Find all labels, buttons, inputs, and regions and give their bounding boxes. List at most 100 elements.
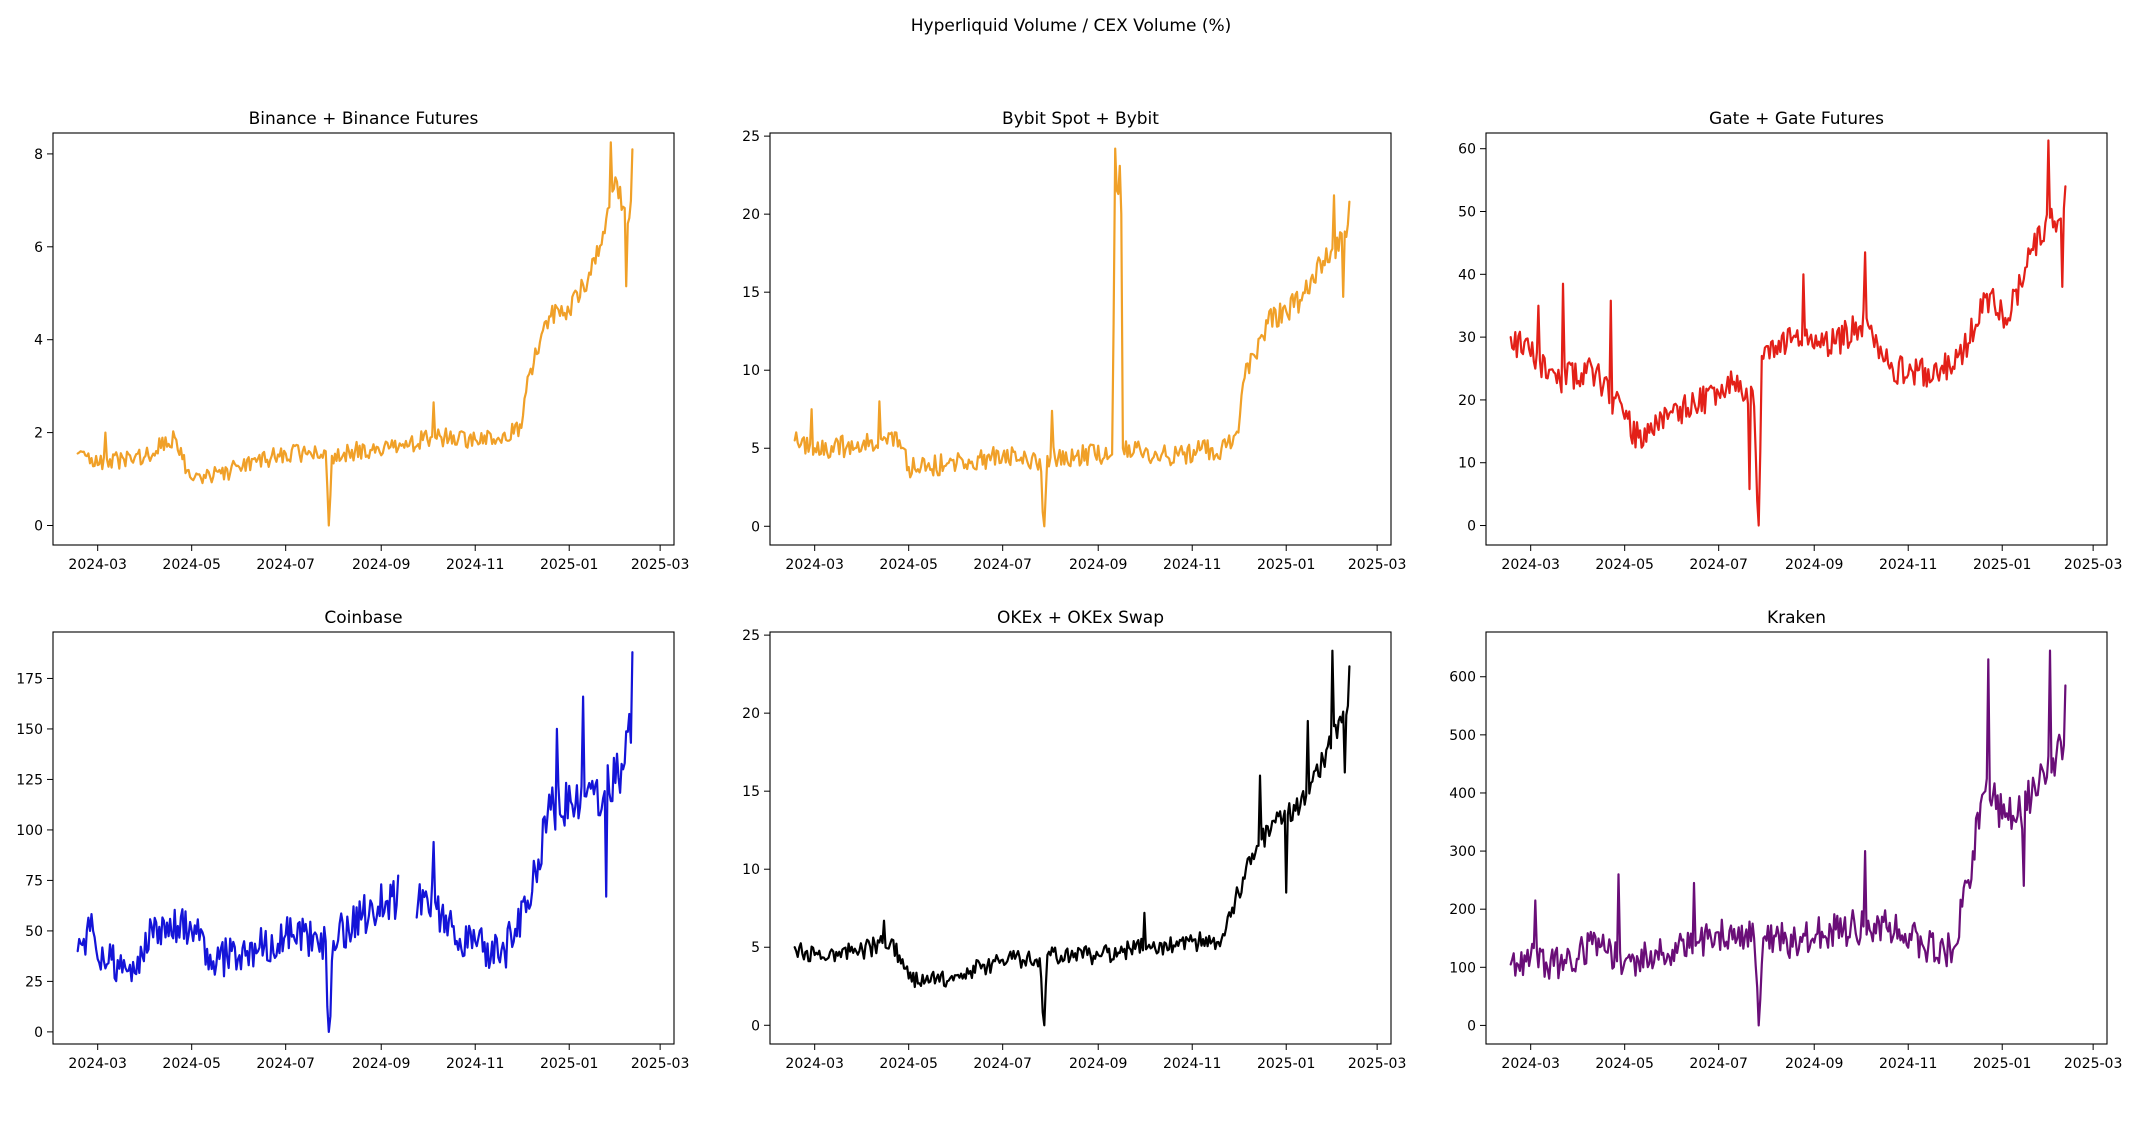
chart-bybit-spot-bybit: Bybit Spot + Bybit 2024-03 2024-05 2024-07 2… [742,109,1406,573]
x-tick-label: 2025-01 [540,1056,599,1072]
y-tick-label: 0 [751,519,760,535]
plot-frame [769,631,1392,1045]
y-tick-label: 5 [751,940,760,956]
y-tick-label: 20 [742,207,760,223]
y-tick-label: 5 [751,441,760,457]
y-tick-label: 20 [1458,393,1476,409]
x-tick-label: 2024-05 [162,557,221,573]
x-tick-label: 2024-11 [1879,1056,1938,1072]
y-tick-label: 175 [16,671,43,687]
x-tick-label: 2025-01 [1257,557,1316,573]
x-tick-label: 2024-09 [1785,557,1844,573]
x-tick-label: 2024-11 [1163,557,1222,573]
x-tick-label: 2025-03 [631,1056,690,1072]
x-tick-label: 2024-05 [1595,557,1654,573]
x-tick-label: 2024-05 [879,1056,938,1072]
x-tick-label: 2024-07 [256,557,315,573]
chart-title: Coinbase [324,608,402,628]
x-tick-label: 2025-03 [631,557,690,573]
x-tick-label: 2025-01 [1257,1056,1316,1072]
y-tick-label: 125 [16,772,43,788]
x-tick-label: 2024-11 [1879,557,1938,573]
x-tick-label: 2024-09 [1069,557,1128,573]
y-tick-label: 10 [1458,456,1476,472]
y-tick-label: 100 [1449,960,1476,976]
y-tick-label: 0 [1467,519,1476,535]
y-tick-label: 60 [1458,142,1476,158]
chart-title: OKEx + OKEx Swap [997,608,1164,628]
series-line [1509,649,2067,1027]
y-tick-label: 100 [16,823,43,839]
chart-title: Kraken [1767,608,1826,628]
series-line [793,147,1351,528]
x-tick-label: 2024-07 [256,1056,315,1072]
y-tick-label: 50 [25,924,43,940]
x-tick-label: 2024-07 [973,1056,1032,1072]
figure-title: Hyperliquid Volume / CEX Volume (%) [911,16,1232,36]
y-tick-label: 15 [742,285,760,301]
x-tick-label: 2024-09 [352,557,411,573]
x-tick-label: 2024-07 [1689,1056,1748,1072]
x-tick-label: 2025-01 [1973,557,2032,573]
x-tick-label: 2024-03 [68,557,127,573]
x-tick-label: 2024-03 [785,557,844,573]
x-tick-label: 2024-07 [1689,557,1748,573]
chart-kraken: Kraken 2024-03 2024-05 2024-07 2024-09 2024-1… [1449,608,2122,1072]
y-tick-label: 40 [1458,267,1476,283]
y-tick-label: 500 [1449,728,1476,744]
x-tick-label: 2024-03 [785,1056,844,1072]
x-tick-label: 2025-03 [1348,1056,1407,1072]
chart-gate-gate-futures: Gate + Gate Futures 2024-03 2024-05 2024-07… [1458,109,2122,573]
y-tick-label: 25 [742,628,760,644]
plot-frame [1485,631,2108,1045]
y-tick-label: 400 [1449,786,1476,802]
y-tick-label: 150 [16,722,43,738]
x-tick-label: 2024-09 [352,1056,411,1072]
x-tick-label: 2025-03 [1348,557,1407,573]
plot-frame [52,132,675,546]
x-tick-label: 2025-03 [2064,557,2123,573]
panels: Binance + Binance Futures 2024-03 2024-05 2… [16,109,2122,1072]
x-tick-label: 2024-11 [446,1056,505,1072]
x-tick-label: 2025-01 [540,557,599,573]
series-line [793,649,1351,1027]
y-tick-label: 200 [1449,902,1476,918]
x-tick-label: 2025-01 [1973,1056,2032,1072]
y-tick-label: 75 [25,873,43,889]
y-tick-label: 10 [742,363,760,379]
x-tick-label: 2024-09 [1069,1056,1128,1072]
series-line [76,651,634,1033]
y-tick-label: 20 [742,706,760,722]
x-tick-label: 2024-05 [162,1056,221,1072]
y-tick-label: 30 [1458,330,1476,346]
x-tick-label: 2024-03 [1501,557,1560,573]
plot-frame [1485,132,2108,546]
y-tick-label: 2 [34,426,43,442]
chart-title: Gate + Gate Futures [1709,109,1884,129]
plot-frame [769,132,1392,546]
y-tick-label: 8 [34,147,43,163]
x-tick-label: 2024-03 [1501,1056,1560,1072]
y-tick-label: 6 [34,240,43,256]
x-tick-label: 2024-05 [1595,1056,1654,1072]
y-tick-label: 25 [742,129,760,145]
y-tick-label: 4 [34,333,43,349]
plot-frame [52,631,675,1045]
series-line [76,141,634,527]
chart-coinbase: Coinbase 2024-03 2024-05 2024-07 2024-09 2024… [16,608,689,1072]
y-tick-label: 15 [742,784,760,800]
x-tick-label: 2024-11 [1163,1056,1222,1072]
y-tick-label: 0 [751,1018,760,1034]
x-tick-label: 2024-11 [446,557,505,573]
y-tick-label: 0 [34,518,43,534]
x-tick-label: 2024-05 [879,557,938,573]
chart-title: Binance + Binance Futures [249,109,479,129]
y-tick-label: 300 [1449,844,1476,860]
y-tick-label: 600 [1449,670,1476,686]
y-tick-label: 0 [34,1025,43,1041]
y-tick-label: 50 [1458,205,1476,221]
y-tick-label: 0 [1467,1018,1476,1034]
chart-title: Bybit Spot + Bybit [1002,109,1159,129]
